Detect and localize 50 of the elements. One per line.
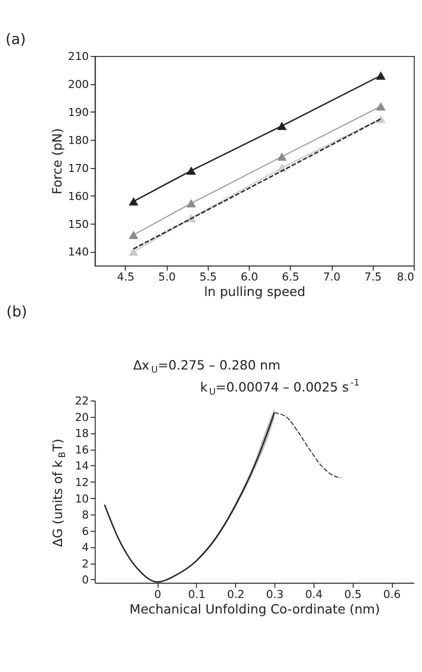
chart-title: (b) [6,304,28,321]
x-tick-label: 0.2 [227,588,244,601]
y-tick-label: 140 [68,246,89,259]
x-tick-label: 6.5 [282,270,300,284]
y-tick-label: 210 [68,50,89,64]
y-tick-label: 18 [74,427,89,440]
y-tick-label: 150 [68,218,89,231]
point [277,122,287,130]
x-tick-label: 0.5 [344,588,362,601]
point [376,71,386,80]
x-tick-label: 0.6 [383,588,401,601]
x-tick-label: 4.5 [117,270,134,284]
x-tick-label: 0.3 [266,588,284,601]
point [376,102,386,110]
point [277,152,287,161]
y-axis-title: ΔG (units of kBT) [50,438,68,548]
y-tick-label: 170 [68,162,89,175]
point [128,230,138,240]
x-tick-label: 0.1 [188,588,206,601]
x-tick-label: 5.5 [199,270,217,284]
x-tick-label: 6.0 [240,270,258,284]
y-tick-label: 200 [68,78,89,92]
x-tick-label: 7.0 [323,270,341,284]
x-tick-label: 7.5 [364,270,382,284]
point [186,199,196,208]
point [128,197,138,206]
point [128,248,138,256]
x-tick-label: 0.4 [305,588,323,601]
x-tick-label: 5.0 [158,270,176,284]
y-tick-label: 8 [82,508,89,522]
x-axis-title: Mechanical Unfolding Co-ordinate (nm) [130,602,380,618]
x-tick-label: 0 [154,588,162,601]
y-tick-label: 14 [74,460,89,473]
y-tick-label: 10 [74,492,89,506]
y-axis-title: Force (pN) [50,128,66,194]
y-tick-label: 20 [74,410,89,424]
y-tick-label: 12 [74,476,89,489]
y-tick-label: 2 [82,557,89,570]
y-tick-label: 0 [82,574,89,587]
x-axis-title: ln pulling speed [204,285,306,300]
y-tick-label: 190 [68,106,89,119]
y-tick-label: 4 [82,541,89,554]
y-tick-label: 160 [68,190,89,203]
y-tick-label: 180 [68,134,89,147]
y-tick-label: 22 [74,394,89,408]
y-tick-label: 16 [74,443,89,456]
chart-title: (a) [6,31,26,48]
y-tick-label: 6 [82,524,89,538]
point [186,166,196,175]
x-tick-label: 8.0 [396,270,414,284]
